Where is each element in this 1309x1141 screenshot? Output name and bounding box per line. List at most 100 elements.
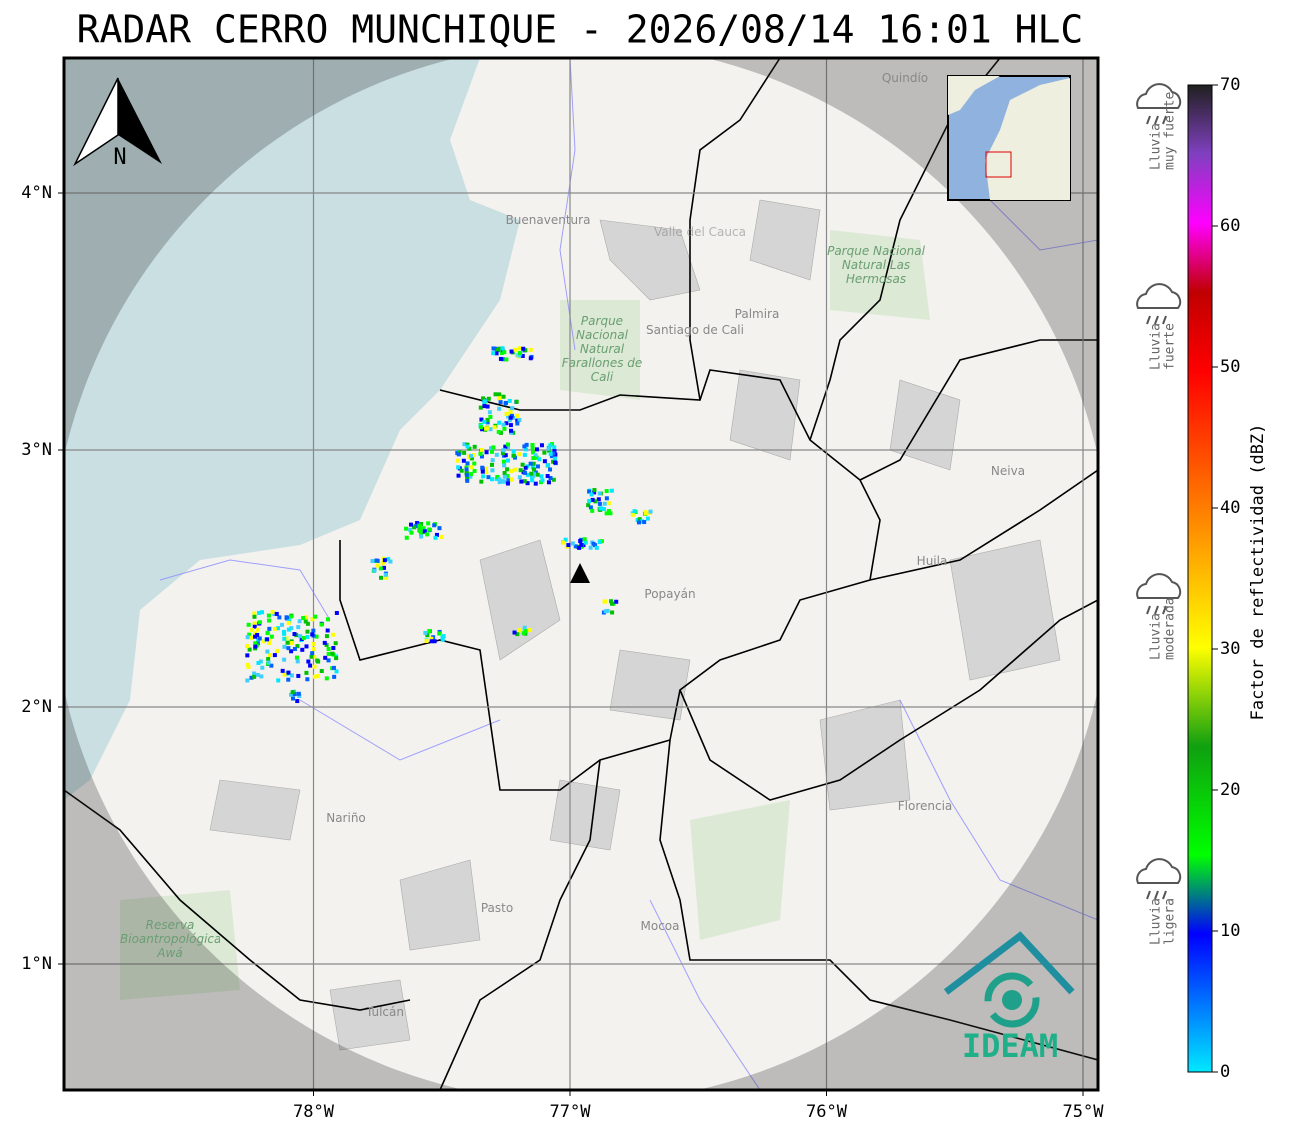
echo-pixel [502, 474, 507, 479]
echo-pixel [489, 462, 494, 467]
echo-pixel [587, 489, 592, 494]
echo-pixel [527, 628, 532, 633]
echo-pixel [434, 532, 439, 537]
echo-pixel [456, 465, 461, 470]
inset-map [947, 75, 1071, 201]
echo-pixel [465, 444, 470, 449]
echo-pixel [515, 413, 520, 418]
echo-pixel [469, 453, 474, 458]
echo-pixel [404, 535, 409, 540]
echo-pixel [433, 535, 438, 540]
echo-pixel [298, 634, 303, 639]
echo-pixel [505, 458, 510, 463]
place: Valle del Cauca [654, 225, 746, 239]
echo-pixel [528, 461, 533, 466]
echo-pixel [330, 651, 335, 656]
echo-pixel [384, 575, 389, 580]
echo-pixel [247, 647, 252, 652]
echo-pixel [601, 507, 606, 512]
echo-pixel [497, 392, 502, 397]
echo-pixel [501, 459, 506, 464]
lat-label: 2°N [21, 697, 52, 717]
echo-pixel [493, 392, 498, 397]
place: Palmira [735, 307, 780, 321]
echo-pixel [288, 614, 293, 619]
echo-pixel [333, 641, 338, 646]
echo-pixel [468, 474, 473, 479]
echo-pixel [525, 472, 530, 477]
echo-pixel [324, 634, 329, 639]
place: Tulcán [365, 1005, 404, 1019]
echo-pixel [589, 492, 594, 497]
echo-pixel [501, 422, 506, 427]
echo-pixel [249, 635, 254, 640]
echo-pixel [592, 488, 597, 493]
echo-pixel [282, 631, 287, 636]
echo-pixel [304, 670, 309, 675]
echo-pixel [531, 456, 536, 461]
ideam-logo: IDEAM [943, 931, 1075, 1065]
echo-pixel [506, 445, 511, 450]
echo-pixel [482, 404, 487, 409]
echo-pixel [590, 497, 595, 502]
radar-echoes [245, 346, 653, 704]
echo-pixel [645, 516, 650, 521]
echo-pixel [523, 465, 528, 470]
echo-pixel [429, 636, 434, 641]
echo-pixel [456, 473, 461, 478]
echo-pixel [552, 456, 557, 461]
echo-pixel [504, 357, 509, 362]
echo-pixel [604, 511, 609, 516]
echo-pixel [295, 644, 300, 649]
echo-pixel [484, 470, 489, 475]
echo-pixel [643, 511, 648, 516]
echo-pixel [275, 648, 280, 653]
echo-pixel [455, 458, 460, 463]
echo-pixel [252, 624, 257, 629]
echo-pixel [326, 646, 331, 651]
logo-text: IDEAM [962, 1027, 1058, 1065]
echo-pixel [304, 615, 309, 620]
echo-pixel [252, 621, 257, 626]
echo-pixel [314, 634, 319, 639]
echo-pixel [546, 446, 551, 451]
echo-pixel [472, 444, 477, 449]
echo-pixel [323, 655, 328, 660]
place: Parque Nacional Natural Farallones de Ca… [561, 314, 643, 384]
echo-pixel [252, 671, 257, 676]
echo-pixel [507, 418, 512, 423]
echo-pixel [324, 642, 329, 647]
echo-pixel [310, 632, 315, 637]
echo-pixel [648, 509, 653, 514]
echo-pixel [515, 421, 520, 426]
echo-pixel [531, 461, 536, 466]
echo-pixel [521, 346, 526, 351]
echo-pixel [630, 512, 635, 517]
echo-pixel [535, 464, 540, 469]
echo-pixel [419, 534, 424, 539]
echo-pixel [635, 518, 640, 523]
echo-pixel [502, 471, 507, 476]
echo-pixel [604, 489, 609, 494]
echo-pixel [247, 632, 252, 637]
echo-pixel [282, 672, 287, 677]
rain-label: Lluvia [1149, 613, 1164, 660]
echo-pixel [425, 633, 430, 638]
echo-pixel [267, 618, 272, 623]
echo-pixel [498, 400, 503, 405]
echo-pixel [522, 470, 527, 475]
echo-pixel [533, 481, 538, 486]
echo-pixel [255, 632, 260, 637]
echo-pixel [272, 653, 277, 658]
echo-pixel [289, 641, 294, 646]
echo-pixel [490, 468, 495, 473]
echo-pixel [286, 627, 291, 632]
echo-pixel [587, 499, 592, 504]
echo-pixel [282, 657, 287, 662]
cloud [1136, 573, 1182, 599]
echo-pixel [404, 526, 409, 531]
echo-pixel [525, 481, 530, 486]
echo-pixel [285, 640, 290, 645]
echo-pixel [552, 449, 557, 454]
echo-pixel [257, 610, 262, 615]
